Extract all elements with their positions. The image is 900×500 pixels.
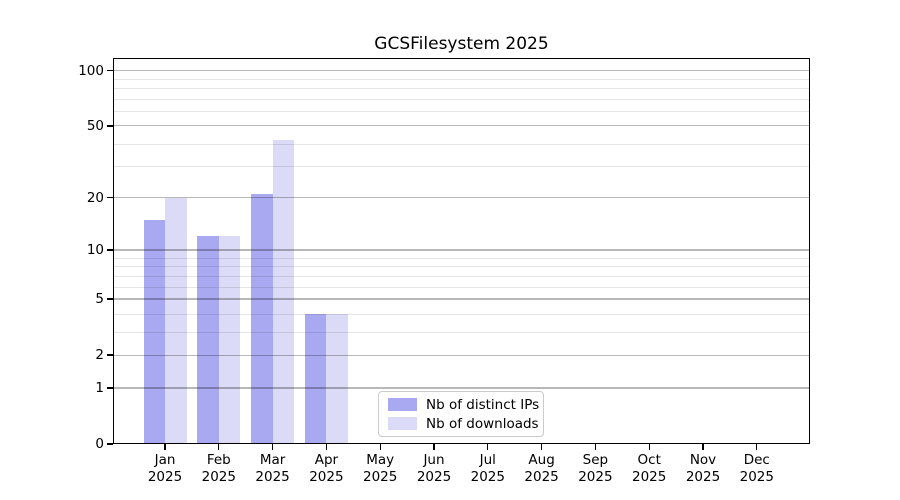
bar-downloads [272,139,295,444]
x-tick-label: Jan 2025 [147,452,183,485]
x-tick-label: May 2025 [363,452,398,485]
legend-item-downloads: Nb of downloads [388,417,539,431]
y-tick-label: 10 [86,241,104,258]
bar-downloads [218,236,241,444]
y-tick-label: 2 [95,347,104,364]
bars-layer [113,58,810,444]
x-tick-mark [487,444,489,450]
y-tick-label: 50 [86,117,104,134]
bar-distinct-ips [143,219,165,444]
x-tick-mark [702,444,704,450]
y-tick-label: 5 [95,291,104,308]
x-tick-label: Oct 2025 [632,452,667,485]
x-tick-mark [271,444,274,450]
bar-downloads [165,197,187,444]
x-tick-label: Sep 2025 [578,452,613,485]
x-tick-mark [164,444,166,450]
bar-downloads [326,313,348,444]
legend-item-distinct-ips: Nb of distinct IPs [388,398,539,412]
legend-swatch-distinct-ips [388,398,417,411]
y-tick-label: 1 [95,379,104,396]
x-tick-mark [540,444,543,450]
x-tick-label: Feb 2025 [201,452,236,485]
y-tick-label: 0 [95,436,104,452]
legend: Nb of distinct IPs Nb of downloads [378,391,544,437]
x-tick-label: Apr 2025 [309,452,344,485]
bar-distinct-ips [251,193,273,444]
legend-swatch-downloads [388,417,417,430]
y-tick-mark [106,354,113,356]
x-tick-mark [433,444,435,450]
y-tick-label: 20 [86,189,104,206]
x-tick-mark [325,444,328,450]
y-tick-mark [106,387,113,389]
x-tick-mark [756,444,758,450]
x-tick-mark [379,444,381,450]
y-tick-mark [106,249,113,251]
legend-label-distinct-ips: Nb of distinct IPs [426,396,540,413]
y-tick-mark [106,125,113,127]
x-tick-mark [218,444,220,450]
y-tick-label: 100 [78,62,104,79]
x-tick-mark [594,444,597,450]
x-tick-label: Nov 2025 [685,452,721,485]
legend-label-downloads: Nb of downloads [426,415,539,432]
x-tick-label: Aug 2025 [524,452,559,485]
bar-distinct-ips [197,236,219,444]
x-tick-label: Jul 2025 [470,452,505,485]
x-tick-mark [648,444,650,450]
bar-distinct-ips [304,313,327,444]
x-tick-label: Jun 2025 [416,452,452,485]
chart-title: GCSFilesystem 2025 [374,34,549,54]
y-tick-mark [106,443,113,445]
y-tick-mark [106,197,113,199]
y-tick-mark [106,298,113,300]
y-tick-mark [106,69,113,72]
x-tick-label: Dec 2025 [739,452,774,485]
x-tick-label: Mar 2025 [255,452,290,485]
